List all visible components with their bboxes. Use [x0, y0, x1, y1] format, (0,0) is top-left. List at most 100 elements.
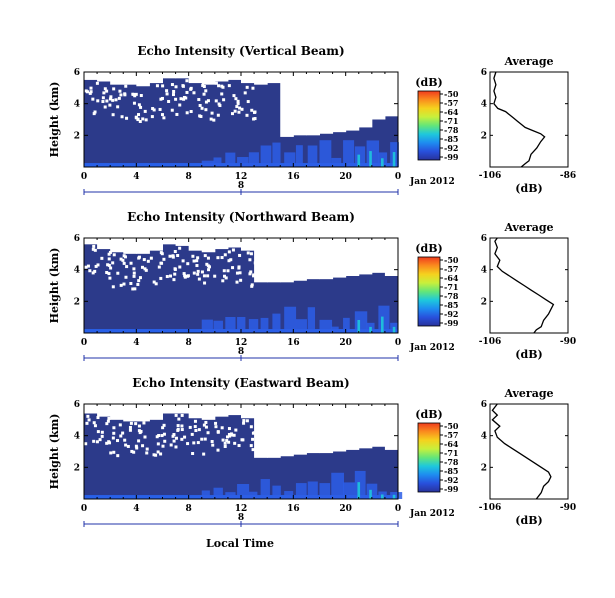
colorbar-units: (dB) — [415, 408, 442, 421]
heatmap-missing-data — [332, 404, 347, 452]
heatmap-missing-data — [137, 424, 141, 428]
heatmap-missing-data — [175, 72, 190, 79]
heatmap-missing-data — [100, 430, 104, 434]
x-axis-label: Local Time — [206, 537, 274, 550]
heatmap-missing-data — [190, 432, 194, 436]
heatmap-missing-data — [132, 101, 136, 105]
heatmap-missing-data — [124, 84, 128, 88]
x-tick-label: 16 — [287, 338, 300, 348]
x-tick-label: 8 — [186, 504, 192, 514]
heatmap-echo-cell — [331, 472, 345, 499]
average-y-tick-label: 2 — [481, 463, 487, 473]
heatmap-missing-data — [254, 72, 268, 85]
heatmap-missing-data — [123, 438, 127, 442]
heatmap-missing-data — [234, 97, 238, 101]
heatmap-missing-data — [254, 238, 268, 283]
heatmap-echo-cell — [237, 484, 250, 499]
heatmap-missing-data — [109, 451, 113, 455]
y-tick-label: 6 — [74, 234, 80, 244]
heatmap-missing-data — [216, 113, 220, 117]
heatmap-missing-data — [180, 428, 184, 432]
heatmap-missing-data — [144, 268, 148, 272]
heatmap-missing-data — [142, 258, 146, 262]
heatmap-missing-data — [185, 90, 189, 94]
heatmap-missing-data — [161, 444, 165, 448]
heatmap-echo-cell — [378, 305, 390, 333]
heatmap-missing-data — [216, 256, 220, 260]
heatmap-missing-data — [149, 72, 163, 84]
heatmap-missing-data — [161, 84, 165, 88]
y-tick-label: 4 — [74, 432, 80, 442]
heatmap-missing-data — [105, 89, 109, 93]
heatmap-missing-data — [137, 113, 141, 117]
heatmap-missing-data — [203, 254, 207, 258]
heatmap-missing-data — [112, 450, 116, 454]
heatmap-missing-data — [173, 272, 177, 276]
heatmap-missing-data — [223, 253, 227, 257]
heatmap-missing-data — [180, 437, 184, 441]
heatmap-missing-data — [204, 108, 208, 112]
heatmap-missing-data — [226, 269, 230, 273]
heatmap-missing-data — [107, 272, 111, 276]
colorbar-tick-label: -50 — [444, 421, 459, 431]
heatmap-missing-data — [306, 238, 320, 280]
heatmap-missing-data — [332, 238, 347, 278]
heatmap-missing-data — [181, 259, 185, 263]
heatmap-missing-data — [111, 436, 115, 440]
heatmap-missing-data — [169, 443, 173, 447]
heatmap-missing-data — [210, 111, 214, 115]
heatmap-missing-data — [185, 79, 189, 83]
colorbar-tick-label: -64 — [444, 273, 459, 283]
heatmap-missing-data — [280, 238, 294, 283]
average-y-tick-label: 2 — [481, 297, 487, 307]
heatmap-missing-data — [154, 282, 158, 286]
heatmap-missing-data — [223, 444, 227, 448]
heatmap-missing-data — [84, 89, 88, 93]
heatmap-missing-data — [102, 91, 106, 95]
heatmap-missing-data — [123, 72, 137, 85]
heatmap-missing-data — [182, 95, 186, 99]
heatmap-echo-cell — [390, 492, 403, 499]
heatmap-missing-data — [371, 238, 386, 273]
heatmap-echo-cell — [307, 307, 316, 333]
heatmap-missing-data — [84, 404, 98, 414]
heatmap-missing-data — [195, 259, 199, 263]
heatmap-missing-data — [246, 100, 250, 104]
heatmap-missing-data — [138, 431, 142, 435]
heatmap-missing-data — [216, 430, 220, 434]
heatmap-missing-data — [345, 72, 360, 131]
heatmap-missing-data — [105, 99, 109, 103]
heatmap-missing-data — [319, 238, 334, 280]
heatmap-missing-data — [162, 72, 177, 79]
heatmap-missing-data — [123, 238, 137, 254]
colorbar-tick-label: -71 — [444, 282, 458, 292]
colorbar-tick-label: -85 — [444, 300, 458, 310]
heatmap-missing-data — [151, 107, 155, 111]
heatmap-missing-data — [138, 276, 142, 280]
heatmap-missing-data — [384, 72, 399, 117]
heatmap-missing-data — [175, 238, 190, 246]
colorbar-tick-label: -50 — [444, 255, 459, 265]
heatmap-missing-data — [84, 265, 88, 269]
heatmap-missing-data — [142, 421, 146, 425]
heatmap-missing-data — [249, 425, 253, 429]
heatmap-missing-data — [119, 93, 123, 97]
heatmap-echo-cell — [260, 145, 272, 167]
heatmap-missing-data — [111, 261, 115, 265]
heatmap-missing-data — [245, 419, 249, 423]
x-tick-label: 8 — [186, 338, 192, 348]
heatmap-missing-data — [123, 404, 137, 422]
heatmap-missing-data — [242, 421, 246, 425]
heatmap-missing-data — [209, 117, 213, 121]
heatmap-missing-data — [200, 437, 204, 441]
heatmap-missing-data — [202, 92, 206, 96]
heatmap-missing-data — [159, 452, 163, 456]
heatmap-missing-data — [183, 435, 187, 439]
heatmap-echo-cell — [248, 319, 259, 333]
heatmap-missing-data — [160, 434, 164, 438]
heatmap-missing-data — [136, 282, 140, 286]
y-tick-label: 2 — [74, 131, 80, 141]
heatmap-missing-data — [186, 274, 190, 278]
colorbar-tick-label: -57 — [444, 430, 458, 440]
